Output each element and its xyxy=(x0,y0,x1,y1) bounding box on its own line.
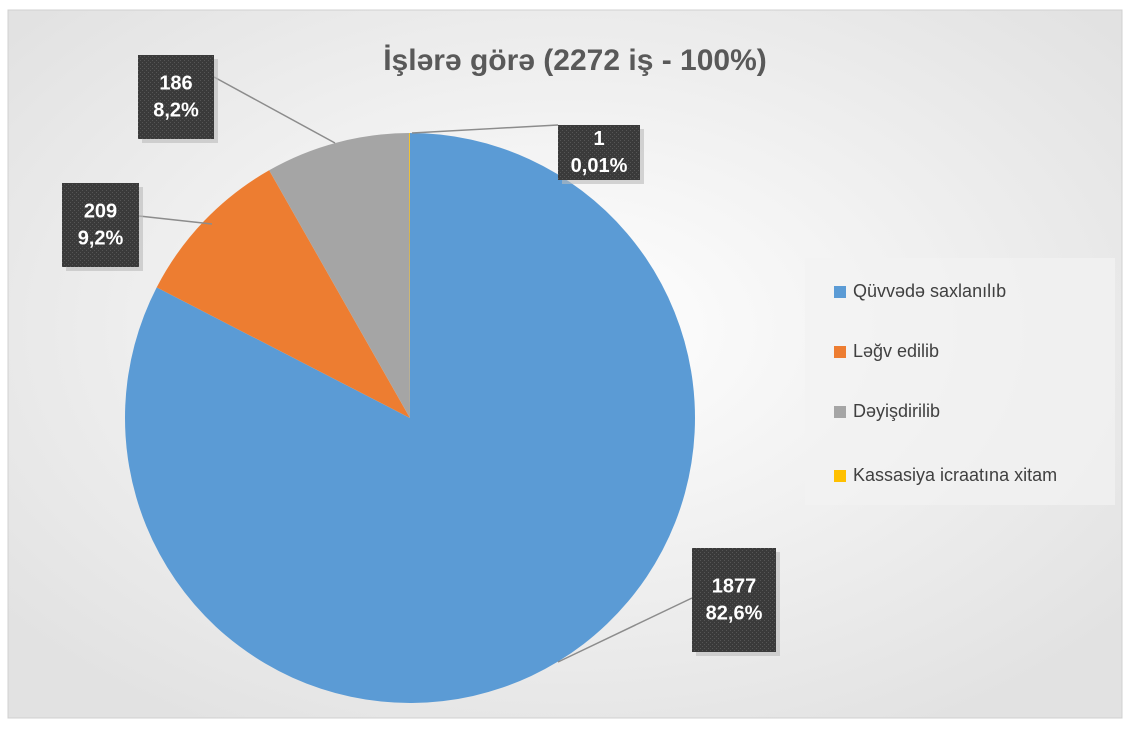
data-label-box xyxy=(558,125,640,180)
pie-slice xyxy=(125,133,696,703)
legend-swatch xyxy=(834,406,846,418)
data-label: 82,6% xyxy=(706,602,763,624)
data-label: 8,2% xyxy=(153,99,199,121)
leader-line xyxy=(213,76,336,144)
legend-label: Dəyişdirilib xyxy=(853,401,940,421)
legend-label: Ləğv edilib xyxy=(853,341,939,361)
data-label: 209 xyxy=(84,200,117,222)
data-label: 9,2% xyxy=(78,227,124,249)
data-label: 186 xyxy=(159,72,192,94)
chart-title: İşlərə görə (2272 iş - 100%) xyxy=(383,44,767,77)
leader-line xyxy=(557,597,693,663)
legend-swatch xyxy=(834,346,846,358)
pie-slice xyxy=(269,133,410,418)
leader-line xyxy=(411,124,559,134)
legend-label: Kassasiya icraatına xitam xyxy=(853,465,1057,485)
legend-box xyxy=(805,258,1115,505)
data-label: 1 xyxy=(593,128,604,150)
legend-label: Qüvvədə saxlanılıb xyxy=(853,281,1006,301)
leader-line xyxy=(138,215,213,225)
legend-swatch xyxy=(834,470,846,482)
data-label-box xyxy=(692,548,776,652)
data-label-box xyxy=(138,55,214,139)
data-label-box xyxy=(62,183,139,267)
pie-slice xyxy=(156,170,410,418)
legend-swatch xyxy=(834,286,846,298)
data-label: 1877 xyxy=(712,575,757,597)
data-label: 0,01% xyxy=(571,155,628,177)
pie-slice xyxy=(409,133,410,418)
